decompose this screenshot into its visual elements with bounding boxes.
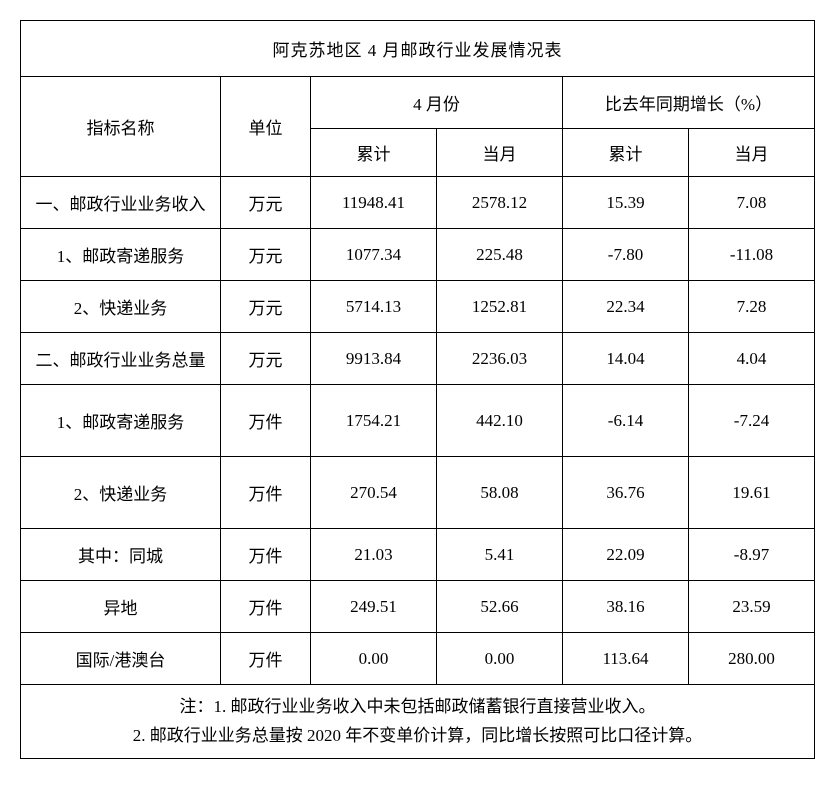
row-month-cumulative: 1077.34 [311, 229, 437, 281]
header-month-cumulative: 累计 [311, 129, 437, 177]
row-name: 2、快递业务 [21, 457, 221, 529]
row-yoy-cumulative: 22.09 [563, 529, 689, 581]
row-unit: 万元 [221, 281, 311, 333]
table-row: 国际/港澳台万件0.000.00113.64280.00 [21, 633, 815, 685]
row-yoy-current: 4.04 [689, 333, 815, 385]
header-group-month: 4 月份 [311, 77, 563, 129]
header-month-current: 当月 [437, 129, 563, 177]
table-row: 1、邮政寄递服务万元1077.34225.48-7.80-11.08 [21, 229, 815, 281]
title-row: 阿克苏地区 4 月邮政行业发展情况表 [21, 21, 815, 77]
row-yoy-current: -11.08 [689, 229, 815, 281]
row-name: 一、邮政行业业务收入 [21, 177, 221, 229]
row-unit: 万件 [221, 385, 311, 457]
row-month-current: 225.48 [437, 229, 563, 281]
row-yoy-current: 23.59 [689, 581, 815, 633]
row-month-current: 2236.03 [437, 333, 563, 385]
row-name: 异地 [21, 581, 221, 633]
row-month-cumulative: 5714.13 [311, 281, 437, 333]
row-month-current: 5.41 [437, 529, 563, 581]
row-yoy-cumulative: -7.80 [563, 229, 689, 281]
row-name: 2、快递业务 [21, 281, 221, 333]
table-row: 异地万件249.5152.6638.1623.59 [21, 581, 815, 633]
row-month-current: 0.00 [437, 633, 563, 685]
row-yoy-cumulative: 15.39 [563, 177, 689, 229]
footnote: 注：1. 邮政行业业务收入中未包括邮政储蓄银行直接营业收入。 2. 邮政行业业务… [21, 685, 815, 759]
row-yoy-current: -7.24 [689, 385, 815, 457]
table-row: 其中：同城万件21.035.4122.09-8.97 [21, 529, 815, 581]
row-yoy-current: 7.08 [689, 177, 815, 229]
row-yoy-cumulative: 113.64 [563, 633, 689, 685]
postal-development-table: 阿克苏地区 4 月邮政行业发展情况表 指标名称 单位 4 月份 比去年同期增长（… [20, 20, 815, 759]
row-month-cumulative: 0.00 [311, 633, 437, 685]
row-month-current: 52.66 [437, 581, 563, 633]
row-month-cumulative: 1754.21 [311, 385, 437, 457]
row-month-cumulative: 21.03 [311, 529, 437, 581]
row-unit: 万元 [221, 229, 311, 281]
table-row: 2、快递业务万元5714.131252.8122.347.28 [21, 281, 815, 333]
row-unit: 万件 [221, 457, 311, 529]
row-month-cumulative: 270.54 [311, 457, 437, 529]
row-month-current: 1252.81 [437, 281, 563, 333]
header-unit: 单位 [221, 77, 311, 177]
row-yoy-cumulative: 14.04 [563, 333, 689, 385]
header-yoy-current: 当月 [689, 129, 815, 177]
row-yoy-cumulative: -6.14 [563, 385, 689, 457]
row-month-cumulative: 9913.84 [311, 333, 437, 385]
row-name: 二、邮政行业业务总量 [21, 333, 221, 385]
row-month-cumulative: 249.51 [311, 581, 437, 633]
row-unit: 万元 [221, 333, 311, 385]
row-yoy-current: 19.61 [689, 457, 815, 529]
table-title: 阿克苏地区 4 月邮政行业发展情况表 [21, 21, 815, 77]
row-month-cumulative: 11948.41 [311, 177, 437, 229]
row-unit: 万元 [221, 177, 311, 229]
row-month-current: 442.10 [437, 385, 563, 457]
header-indicator: 指标名称 [21, 77, 221, 177]
row-yoy-current: -8.97 [689, 529, 815, 581]
footnote-line-1: 注：1. 邮政行业业务收入中未包括邮政储蓄银行直接营业收入。 [21, 693, 814, 722]
footnote-row: 注：1. 邮政行业业务收入中未包括邮政储蓄银行直接营业收入。 2. 邮政行业业务… [21, 685, 815, 759]
row-name: 1、邮政寄递服务 [21, 229, 221, 281]
table-row: 2、快递业务万件270.5458.0836.7619.61 [21, 457, 815, 529]
footnote-line-2: 2. 邮政行业业务总量按 2020 年不变单价计算，同比增长按照可比口径计算。 [21, 722, 814, 751]
row-yoy-current: 280.00 [689, 633, 815, 685]
row-yoy-cumulative: 22.34 [563, 281, 689, 333]
row-unit: 万件 [221, 529, 311, 581]
table-row: 二、邮政行业业务总量万元9913.842236.0314.044.04 [21, 333, 815, 385]
row-unit: 万件 [221, 581, 311, 633]
row-unit: 万件 [221, 633, 311, 685]
header-group-yoy: 比去年同期增长（%） [563, 77, 815, 129]
row-yoy-cumulative: 38.16 [563, 581, 689, 633]
table-row: 1、邮政寄递服务万件1754.21442.10-6.14-7.24 [21, 385, 815, 457]
header-row-1: 指标名称 单位 4 月份 比去年同期增长（%） [21, 77, 815, 129]
header-yoy-cumulative: 累计 [563, 129, 689, 177]
row-name: 1、邮政寄递服务 [21, 385, 221, 457]
row-name: 国际/港澳台 [21, 633, 221, 685]
row-month-current: 58.08 [437, 457, 563, 529]
row-yoy-cumulative: 36.76 [563, 457, 689, 529]
row-name: 其中：同城 [21, 529, 221, 581]
row-month-current: 2578.12 [437, 177, 563, 229]
table-row: 一、邮政行业业务收入万元11948.412578.1215.397.08 [21, 177, 815, 229]
row-yoy-current: 7.28 [689, 281, 815, 333]
